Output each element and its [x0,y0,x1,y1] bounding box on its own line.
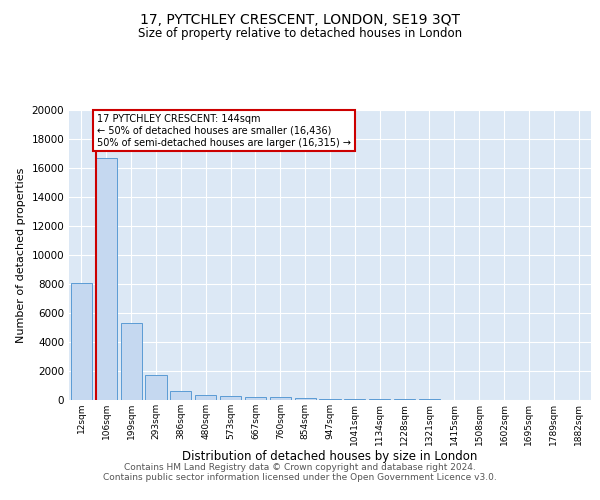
Bar [295,398,316,400]
Text: Contains public sector information licensed under the Open Government Licence v3: Contains public sector information licen… [103,472,497,482]
Bar [71,282,92,400]
Bar [96,158,117,400]
Bar [245,397,266,400]
Bar [270,398,291,400]
Bar [121,323,142,400]
Text: Size of property relative to detached houses in London: Size of property relative to detached ho… [138,28,462,40]
Bar [170,390,191,400]
Bar [319,398,341,400]
Text: 17 PYTCHLEY CRESCENT: 144sqm
← 50% of detached houses are smaller (16,436)
50% o: 17 PYTCHLEY CRESCENT: 144sqm ← 50% of de… [97,114,351,148]
Bar [195,395,216,400]
Bar [220,396,241,400]
Bar [344,399,365,400]
Text: 17, PYTCHLEY CRESCENT, LONDON, SE19 3QT: 17, PYTCHLEY CRESCENT, LONDON, SE19 3QT [140,12,460,26]
Text: Contains HM Land Registry data © Crown copyright and database right 2024.: Contains HM Land Registry data © Crown c… [124,462,476,471]
Bar [369,399,390,400]
X-axis label: Distribution of detached houses by size in London: Distribution of detached houses by size … [182,450,478,464]
Y-axis label: Number of detached properties: Number of detached properties [16,168,26,342]
Bar [145,374,167,400]
